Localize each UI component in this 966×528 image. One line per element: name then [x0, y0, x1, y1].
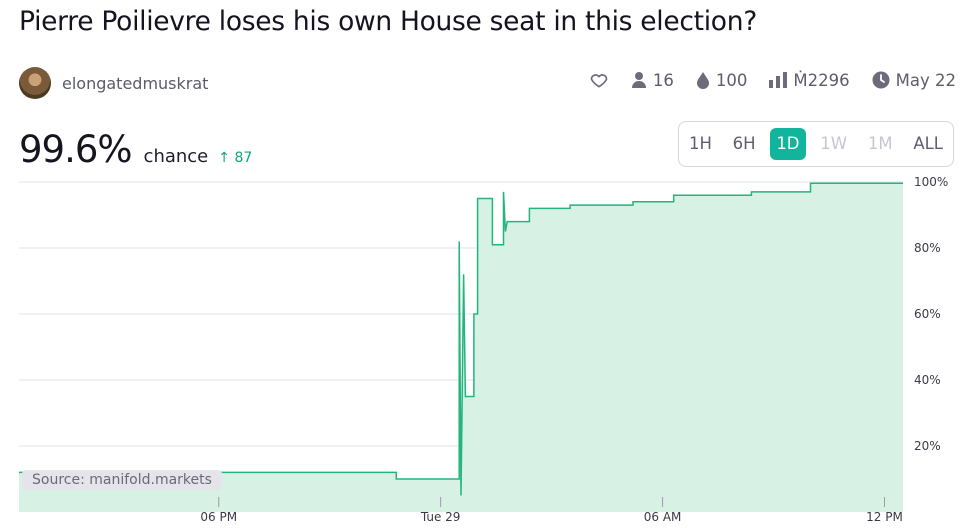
traders-stat[interactable]: 16 — [631, 71, 674, 90]
author-row[interactable]: elongatedmuskrat — [19, 66, 208, 100]
time-range-selector: 1H 6H 1D 1W 1M ALL — [678, 121, 954, 167]
volume-amount: Ṁ2296 — [793, 70, 850, 90]
probability-value: 99.6% — [19, 128, 133, 171]
bar-chart-icon — [769, 72, 788, 88]
like-button[interactable] — [589, 70, 609, 90]
avatar[interactable] — [19, 67, 51, 99]
probability-chart[interactable]: 20% 40% 60% 80% 100% 06 PM Tue 29 06 AM 12 PM — [0, 170, 966, 528]
probability-display: 99.6% chance ↑ 87 — [19, 128, 252, 171]
source-label: Source: manifold.markets — [22, 470, 222, 490]
range-6h-button[interactable]: 6H — [732, 134, 756, 153]
liquidity-amount: 100 — [715, 70, 748, 90]
market-stats: 16 100 Ṁ2296 May 22 — [589, 70, 956, 90]
x-tick-label: 06 AM — [644, 510, 682, 524]
droplet-icon — [696, 72, 709, 89]
series-area — [19, 183, 903, 513]
traders-count: 16 — [652, 70, 674, 90]
probability-label: chance — [143, 146, 209, 167]
range-1d-button[interactable]: 1D — [770, 128, 806, 160]
probability-change: ↑ 87 — [218, 150, 253, 166]
clock-icon — [872, 71, 890, 89]
heart-icon — [590, 74, 608, 88]
x-tick-label: Tue 29 — [420, 510, 461, 524]
y-tick-label: 100% — [914, 175, 948, 189]
y-tick-label: 60% — [914, 307, 941, 321]
market-title: Pierre Poilievre loses his own House sea… — [19, 6, 757, 37]
author-name[interactable]: elongatedmuskrat — [62, 73, 209, 93]
close-date: May 22 — [895, 70, 956, 90]
y-tick-label: 40% — [914, 373, 941, 387]
user-icon — [631, 72, 646, 88]
x-tick-label: 12 PM — [866, 510, 903, 524]
series-line — [19, 182, 903, 496]
x-tick-label: 06 PM — [200, 510, 237, 524]
liquidity-stat[interactable]: 100 — [696, 70, 748, 90]
range-all-button[interactable]: ALL — [913, 134, 943, 153]
y-tick-label: 20% — [914, 439, 941, 453]
close-date-stat[interactable]: May 22 — [872, 71, 956, 90]
range-1w-button: 1W — [820, 134, 848, 153]
range-1h-button[interactable]: 1H — [689, 134, 712, 153]
range-1m-button: 1M — [867, 134, 893, 153]
volume-stat[interactable]: Ṁ2296 — [769, 70, 850, 90]
y-tick-label: 80% — [914, 241, 941, 255]
